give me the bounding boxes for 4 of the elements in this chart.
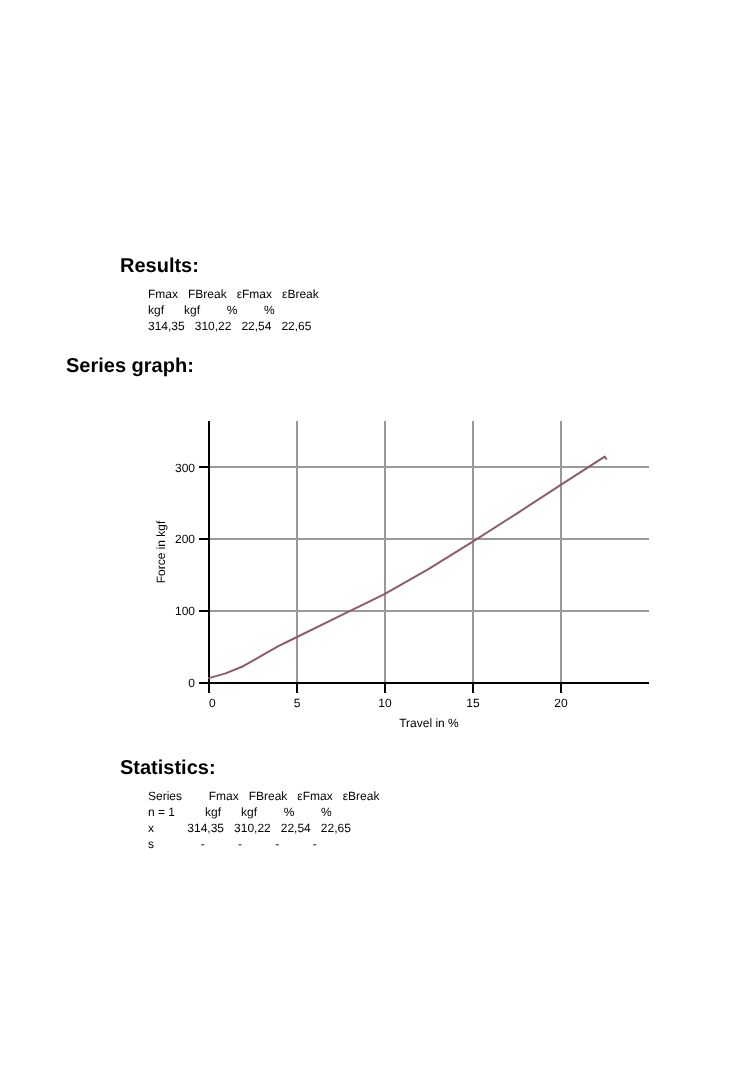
- line-series: [207, 455, 608, 680]
- text: Statistics:: [120, 758, 216, 780]
- text: Results:: [120, 256, 199, 278]
- chart-title: Series graph:: [65, 356, 194, 378]
